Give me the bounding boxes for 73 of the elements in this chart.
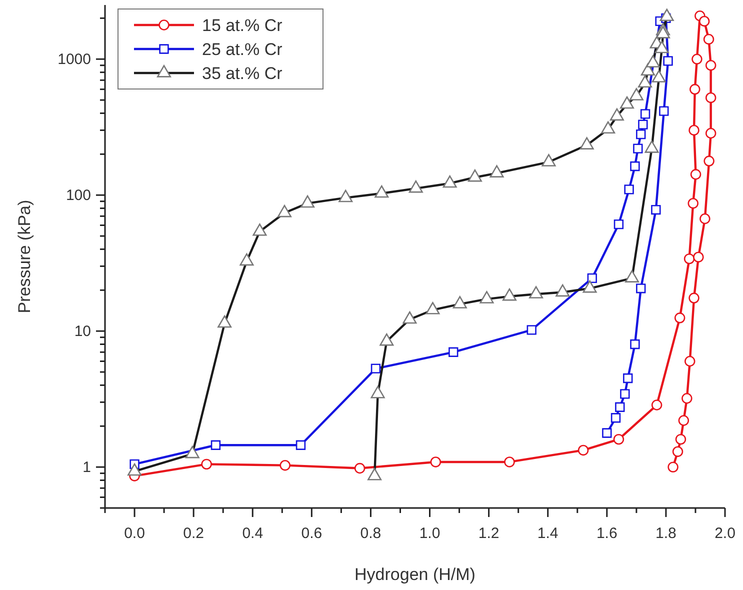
point — [688, 124, 700, 136]
point — [636, 284, 646, 294]
point — [614, 219, 624, 230]
x-tick-label: 0.2 — [183, 525, 204, 542]
point — [659, 106, 669, 116]
point — [613, 434, 624, 445]
point — [688, 292, 700, 304]
x-tick-label: 1.6 — [596, 525, 618, 542]
point — [630, 339, 640, 350]
point — [672, 446, 684, 457]
point — [678, 415, 690, 426]
x-axis-title: Hydrogen (H/M) — [354, 565, 476, 584]
point — [638, 120, 648, 130]
point — [504, 456, 515, 468]
point — [690, 84, 700, 95]
point — [684, 356, 696, 367]
point — [620, 389, 630, 399]
x-tick-label: 1.2 — [478, 525, 500, 542]
point — [698, 16, 710, 27]
point — [296, 440, 306, 450]
point — [705, 92, 716, 104]
x-tick-label: 0.6 — [301, 525, 322, 542]
point — [651, 400, 662, 410]
legend-label: 35 at.% Cr — [202, 64, 283, 83]
point — [693, 252, 704, 262]
y-tick-label: 100 — [66, 187, 91, 204]
point — [624, 184, 634, 194]
point — [682, 393, 692, 404]
point — [370, 364, 381, 374]
point — [684, 253, 695, 264]
point — [602, 428, 612, 438]
point — [448, 347, 458, 357]
x-tick-label: 1.0 — [419, 525, 440, 542]
point — [587, 273, 597, 283]
point — [623, 373, 633, 384]
point — [633, 144, 643, 154]
x-tick-label: 0.8 — [360, 525, 382, 542]
point — [640, 109, 650, 119]
point — [674, 312, 686, 324]
point — [663, 56, 673, 66]
x-tick-label: 1.4 — [537, 525, 558, 542]
y-axis-title: Pressure (kPa) — [15, 200, 34, 314]
point — [700, 213, 710, 224]
point — [615, 402, 625, 412]
point — [430, 456, 442, 468]
point — [688, 198, 698, 209]
point — [636, 129, 646, 140]
point — [280, 460, 290, 471]
point — [705, 128, 716, 139]
legend-label: 25 at.% Cr — [202, 40, 283, 59]
x-tick-label: 1.8 — [656, 525, 676, 542]
point — [675, 434, 686, 445]
point — [692, 54, 702, 64]
point — [703, 34, 714, 45]
point — [610, 413, 621, 423]
x-tick-label: 0.4 — [242, 525, 264, 542]
point — [690, 169, 702, 180]
point — [526, 325, 536, 335]
y-tick-label: 1 — [82, 459, 91, 476]
legend-label: 15 at.% Cr — [202, 16, 283, 35]
point — [705, 60, 716, 71]
point — [201, 458, 212, 470]
point — [668, 462, 678, 472]
x-tick-label: 0.0 — [124, 525, 145, 542]
y-tick-label: 10 — [74, 323, 91, 340]
point — [210, 440, 221, 450]
point — [354, 462, 366, 474]
point — [578, 444, 589, 456]
y-tick-label: 1000 — [58, 51, 91, 68]
x-tick-label: 2.0 — [714, 525, 736, 542]
point — [651, 204, 661, 215]
point — [630, 161, 640, 172]
point — [704, 156, 714, 166]
